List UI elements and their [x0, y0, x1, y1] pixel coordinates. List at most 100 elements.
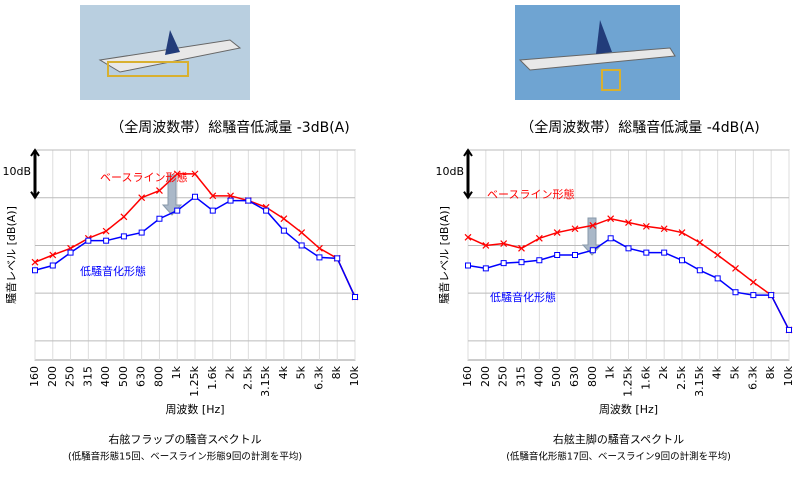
marker — [642, 222, 650, 230]
x-tick-label: 630 — [568, 366, 581, 387]
marker — [245, 197, 252, 204]
x-tick-label: 315 — [515, 366, 528, 387]
x-tick-label: 160 — [461, 366, 474, 387]
marker — [138, 229, 145, 236]
x-tick-label: 400 — [99, 366, 112, 387]
marker — [49, 262, 56, 269]
marker — [352, 294, 358, 300]
chart-title: （全周波数帯）総騒音低減量 -3dB(A) — [110, 119, 349, 136]
marker — [227, 197, 234, 204]
x-tick-label: 2.5k — [675, 365, 688, 389]
marker — [607, 215, 615, 223]
x-tick-label: 2k — [657, 365, 670, 379]
legend-label: 低騒音化形態 — [490, 290, 556, 304]
marker — [749, 278, 757, 286]
photo-left — [80, 5, 250, 100]
marker — [554, 252, 561, 258]
marker — [625, 219, 632, 226]
marker — [696, 267, 703, 274]
marker — [482, 265, 489, 272]
caption: 右舷フラップの騒音スペクトル — [108, 432, 261, 446]
marker — [678, 229, 686, 236]
marker — [192, 193, 198, 200]
marker — [750, 292, 757, 299]
marker — [334, 255, 341, 262]
x-tick-label: 8k — [330, 365, 343, 379]
x-tick-label: 5k — [729, 365, 742, 379]
marker — [49, 251, 57, 259]
subcaption: (低騒音化形態17回、ベースライン9回の計測を平均) — [506, 451, 731, 463]
marker — [298, 229, 306, 236]
x-tick-label: 1.6k — [206, 365, 219, 389]
x-tick-label: 630 — [135, 366, 148, 387]
x-axis-label: 周波数 [Hz] — [165, 403, 224, 416]
marker — [465, 262, 471, 269]
legend-label: ベースライン形態 — [487, 187, 574, 201]
x-tick-label: 1.6k — [639, 365, 652, 389]
chart: 160 200 250 315 400 500 630 800 1k 1.25k 1.6k 2k 2.5… — [2, 119, 361, 463]
chart: 160 200 250 315 400 500 630 800 1k 1.25k 1.6k 2k 2.5… — [435, 119, 795, 463]
scale-arrow-heads — [30, 148, 40, 200]
marker — [589, 247, 596, 254]
x-tick-label: 500 — [117, 366, 130, 387]
marker — [661, 249, 668, 256]
x-tick-label: 1.25k — [622, 365, 635, 396]
marker — [173, 170, 181, 178]
marker — [263, 207, 270, 214]
marker — [316, 244, 323, 252]
x-tick-label: 6.3k — [312, 365, 325, 389]
marker — [316, 254, 323, 261]
x-axis-label: 周波数 [Hz] — [599, 403, 658, 416]
marker — [643, 249, 650, 256]
marker — [553, 229, 561, 236]
caption: 右舷主脚の騒音スペクトル — [553, 432, 684, 446]
marker — [120, 213, 128, 221]
x-tick-label: 200 — [479, 366, 492, 387]
marker — [696, 239, 704, 247]
x-tick-label: 3.15k — [259, 365, 272, 396]
marker — [660, 225, 668, 233]
marker — [714, 275, 721, 282]
marker — [572, 252, 578, 258]
x-tick-label: 400 — [532, 366, 545, 387]
marker — [209, 207, 216, 214]
marker — [209, 192, 217, 200]
x-tick-label: 800 — [586, 366, 599, 387]
scale-label: 10dB — [2, 165, 31, 178]
marker — [518, 244, 525, 252]
marker — [120, 233, 127, 240]
subcaption: (低騒音形態15回、ベースライン形態9回の計測を平均) — [68, 451, 302, 463]
marker — [298, 242, 305, 249]
marker — [85, 237, 92, 244]
legend-label: ベースライン形態 — [100, 170, 187, 184]
marker — [31, 258, 39, 266]
photo-right — [515, 5, 680, 100]
marker — [732, 289, 739, 296]
x-tick-label: 1k — [604, 365, 617, 379]
marker — [625, 245, 632, 252]
marker — [589, 221, 597, 229]
x-tick-label: 1k — [170, 365, 183, 379]
x-tick-label: 3.15k — [693, 365, 706, 396]
marker — [102, 227, 110, 235]
x-tick-label: 4k — [711, 365, 724, 379]
marker — [518, 259, 525, 266]
marker — [280, 227, 287, 234]
marker — [482, 242, 490, 249]
marker — [500, 240, 508, 247]
marker — [464, 233, 472, 241]
y-axis-label: 騒音レベル [dB(A)] — [437, 206, 451, 304]
y-axis-label: 騒音レベル [dB(A)] — [4, 206, 18, 304]
x-tick-label: 6.3k — [746, 365, 759, 389]
marker — [732, 264, 739, 272]
x-tick-label: 2k — [224, 365, 237, 379]
x-tick-label: 250 — [64, 366, 77, 387]
marker — [679, 257, 685, 264]
x-tick-label: 2.5k — [241, 365, 254, 389]
scale-arrow-heads — [463, 148, 473, 200]
marker — [607, 235, 614, 242]
x-tick-label: 800 — [152, 366, 165, 387]
marker — [500, 260, 507, 267]
marker — [32, 267, 38, 274]
